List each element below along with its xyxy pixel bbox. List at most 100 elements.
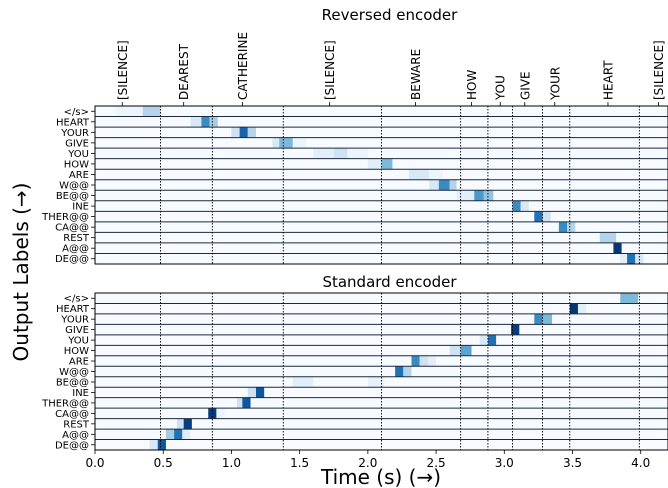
word-label: HOW bbox=[465, 70, 479, 100]
heatmap-cell bbox=[520, 200, 529, 212]
heatmap-cell bbox=[242, 397, 251, 409]
heatmap-cell bbox=[429, 179, 439, 191]
y-tick-label: INE bbox=[72, 388, 89, 399]
y-tick-label: GIVE bbox=[65, 325, 89, 336]
word-label: YOU bbox=[494, 75, 508, 101]
y-tick-label: YOUR bbox=[60, 128, 89, 139]
heatmap-cell bbox=[620, 253, 628, 264]
heatmap-cell bbox=[483, 190, 494, 201]
heatmap-cell bbox=[201, 116, 210, 128]
heatmap-cell bbox=[247, 127, 256, 138]
heatmap-cell bbox=[534, 211, 543, 222]
heatmap-cell bbox=[272, 137, 280, 149]
word-label: YOUR bbox=[548, 67, 562, 101]
x-tick-label: 0.5 bbox=[154, 456, 173, 470]
heatmap-cell bbox=[438, 179, 450, 191]
heatmap-cell bbox=[479, 334, 488, 346]
heatmap-cell bbox=[558, 221, 568, 233]
word-label: DEAREST bbox=[177, 43, 191, 100]
heatmap-cell bbox=[627, 253, 636, 264]
y-tick-label: DE@@ bbox=[55, 254, 89, 265]
heatmap-cell bbox=[165, 429, 175, 440]
heatmap-cell bbox=[367, 158, 382, 170]
heatmap-cell bbox=[613, 242, 622, 254]
heatmap-cell bbox=[512, 200, 521, 212]
y-tick-label: BE@@ bbox=[56, 191, 89, 202]
heatmap-cell bbox=[620, 293, 638, 304]
y-tick-label: THER@@ bbox=[41, 398, 89, 409]
heatmap-cell bbox=[599, 232, 617, 243]
chart-title: Reversed encoder bbox=[322, 6, 458, 24]
heatmap-cell bbox=[216, 408, 225, 419]
x-tick-label: 3.5 bbox=[563, 456, 582, 470]
y-tick-label: A@@ bbox=[62, 244, 89, 255]
heatmap-cell bbox=[190, 116, 202, 128]
y-tick-label: ARE bbox=[69, 357, 89, 368]
heatmap-cell bbox=[142, 106, 161, 117]
heatmap-cell bbox=[511, 324, 520, 335]
y-tick-label: INE bbox=[72, 202, 89, 213]
figure-y-axis-label: Output Labels (→) bbox=[9, 183, 33, 362]
y-tick-label: A@@ bbox=[62, 430, 89, 441]
word-label: GIVE bbox=[518, 71, 532, 100]
heatmap-cell bbox=[313, 148, 334, 159]
word-label: [SILENCE] bbox=[652, 40, 666, 100]
y-tick-label: THER@@ bbox=[41, 212, 89, 223]
y-tick-label: YOUR bbox=[60, 315, 89, 326]
x-tick-label: 0.0 bbox=[85, 456, 104, 470]
heatmap-cell bbox=[429, 169, 443, 180]
x-tick-label: 2.5 bbox=[427, 456, 446, 470]
y-tick-label: W@@ bbox=[59, 181, 89, 192]
word-label: [SILENCE] bbox=[116, 40, 130, 100]
heatmap-cell bbox=[569, 303, 578, 314]
heatmap-cell bbox=[577, 303, 587, 314]
word-label: CATHERINE bbox=[236, 32, 250, 100]
y-tick-label: </s> bbox=[64, 107, 89, 118]
heatmap-cell bbox=[247, 387, 256, 398]
y-tick-label: HEART bbox=[56, 117, 90, 128]
heatmap-cell bbox=[449, 179, 457, 191]
heatmap-cell bbox=[255, 387, 265, 398]
heatmap-cell bbox=[474, 190, 484, 201]
heatmap-cell bbox=[460, 345, 472, 356]
heatmap-cell bbox=[292, 376, 314, 388]
heatmap-cell bbox=[635, 253, 644, 264]
heatmap-cell bbox=[333, 148, 348, 159]
heatmap-cell bbox=[367, 376, 385, 388]
x-tick-label: 2.0 bbox=[358, 456, 377, 470]
heatmap-cell bbox=[542, 211, 551, 222]
heatmap-cell bbox=[347, 148, 368, 159]
heatmap-cell bbox=[292, 137, 307, 149]
heatmap-cell bbox=[183, 418, 192, 430]
y-tick-label: HEART bbox=[56, 304, 90, 315]
heatmap-cell bbox=[427, 355, 437, 367]
y-tick-label: CA@@ bbox=[55, 409, 89, 420]
y-tick-label: CA@@ bbox=[55, 223, 89, 234]
y-tick-label: ARE bbox=[69, 170, 89, 181]
y-tick-label: </s> bbox=[64, 294, 89, 305]
y-tick-label: REST bbox=[63, 419, 90, 430]
x-tick-label: 4.0 bbox=[631, 456, 650, 470]
heatmap-cell bbox=[408, 169, 430, 180]
heatmap-cell bbox=[487, 334, 497, 346]
reversed-encoder-panel: </s>HEARTYOURGIVEYOUHOWAREW@@BE@@INETHER… bbox=[41, 6, 668, 265]
y-tick-label: HOW bbox=[64, 346, 89, 357]
heatmap-cell bbox=[157, 439, 166, 450]
figure-x-axis-label: Time (s) (→) bbox=[320, 465, 441, 488]
heatmap-cell bbox=[149, 439, 158, 450]
heatmap-cell bbox=[182, 429, 191, 440]
word-label: [SILENCE] bbox=[323, 40, 337, 100]
heatmap-cell bbox=[403, 366, 412, 377]
y-tick-label: HOW bbox=[64, 159, 89, 170]
heatmap-cell bbox=[449, 345, 461, 356]
heatmap-cell bbox=[395, 366, 404, 377]
heatmap-cell bbox=[174, 429, 183, 440]
heatmap-cell bbox=[115, 106, 143, 117]
heatmap-cell bbox=[534, 313, 543, 325]
chart-title: Standard encoder bbox=[322, 273, 457, 291]
x-tick-label: 3.0 bbox=[495, 456, 514, 470]
heatmap-cell bbox=[209, 116, 218, 128]
y-tick-label: REST bbox=[63, 233, 90, 244]
heatmap-cell bbox=[239, 127, 248, 138]
